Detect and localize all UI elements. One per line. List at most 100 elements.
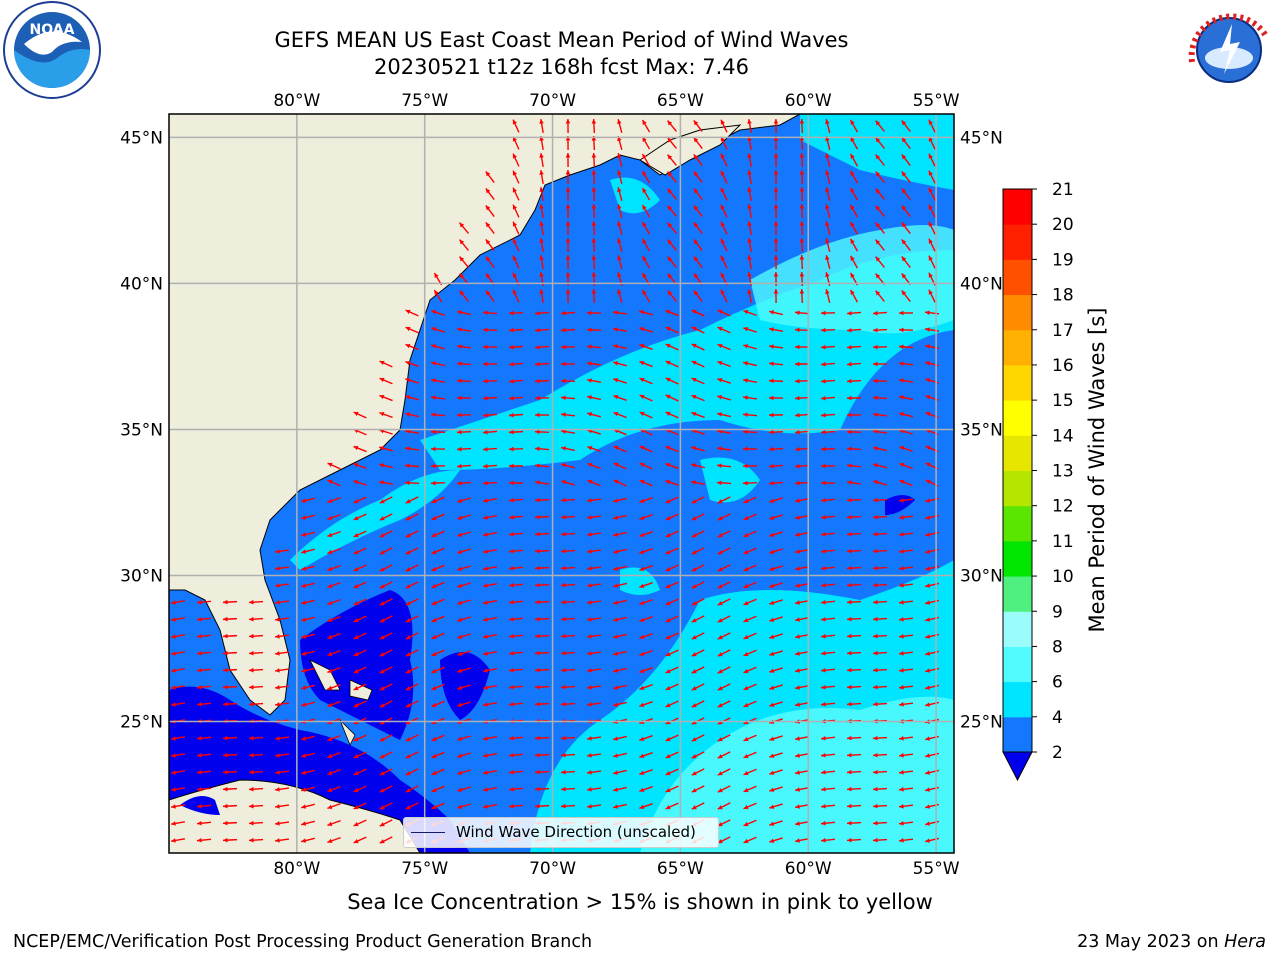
wind-arrow-head [795, 515, 800, 520]
wind-arrow-head [509, 327, 514, 333]
wind-arrow-head [197, 633, 202, 639]
wind-arrow-head [275, 702, 280, 707]
wind-arrow-head [847, 735, 852, 741]
wind-arrow-head [223, 650, 228, 656]
wind-arrow-head [925, 361, 931, 366]
wind-arrow-head [561, 803, 566, 809]
wind-arrow-head [769, 515, 775, 520]
wind-arrow-head [667, 188, 673, 194]
wind-arrow-head [795, 480, 800, 486]
wind-arrow-head [327, 753, 333, 758]
wind-arrow-head [743, 480, 748, 486]
wind-arrow-head [535, 497, 540, 503]
wind-arrow-head [693, 256, 699, 262]
wind-arrow-head [457, 685, 463, 690]
wind-arrow-head [223, 735, 228, 741]
wind-arrow-head [795, 412, 800, 418]
lat-label-left: 40°N [120, 274, 163, 294]
wind-arrow-head [405, 499, 411, 504]
lat-label-left: 35°N [120, 420, 163, 440]
wind-arrow-head [743, 532, 749, 538]
wind-arrow-head [773, 272, 779, 277]
period-field [169, 114, 954, 853]
wind-arrow-head [379, 584, 385, 589]
wind-arrow-head [509, 565, 514, 571]
wind-arrow-head [875, 239, 881, 245]
wind-arrow-head [899, 600, 904, 605]
wind-arrow-head [665, 634, 671, 640]
wind-arrow-head [587, 651, 592, 656]
wind-arrow-head [850, 187, 855, 193]
wind-arrow-head [561, 497, 566, 503]
wind-arrow-head [197, 616, 202, 622]
wind-arrow-head [821, 480, 826, 486]
wind-arrow-head [509, 752, 514, 758]
wind-arrow-head [483, 736, 488, 741]
wind-arrow-head [561, 446, 566, 451]
colorbar-segment [1003, 259, 1032, 296]
wind-arrow-head [847, 769, 852, 775]
wind-arrow-head [171, 668, 176, 673]
colorbar-segment [1003, 329, 1032, 366]
wind-arrow-head [587, 787, 592, 792]
lat-label-right: 30°N [960, 567, 1003, 587]
wind-arrow-head [642, 170, 647, 176]
lat-label-left: 30°N [120, 567, 163, 587]
wind-arrow-head [667, 222, 673, 228]
legend-line-swatch [411, 832, 445, 833]
wind-arrow-head [773, 221, 779, 226]
wind-arrow-head [667, 154, 673, 160]
wind-arrow-head [379, 601, 385, 606]
wind-arrow-head [873, 463, 879, 468]
wind-arrow-head [769, 651, 775, 656]
wind-arrow-head [223, 803, 228, 809]
wind-arrow-head [512, 221, 518, 227]
wind-arrow-head [795, 429, 800, 435]
wind-arrow-head [223, 701, 228, 707]
colorbar-tick-label: 11 [1052, 532, 1074, 552]
wind-arrow-head [873, 599, 878, 605]
wind-arrow-head [591, 221, 597, 226]
wind-arrow-head [925, 378, 931, 383]
wind-arrow-head [873, 701, 878, 707]
wind-arrow-head [509, 531, 514, 537]
wind-arrow-head [512, 238, 518, 244]
wind-arrow-head [587, 498, 592, 503]
wind-arrow-head [665, 753, 671, 759]
wind-arrow-head [591, 187, 597, 192]
nws-logo-icon [1183, 4, 1275, 96]
wind-arrow-head [691, 377, 697, 383]
wind-arrow-head [773, 255, 779, 260]
wind-arrow-head [665, 736, 671, 742]
wind-arrow-head [613, 344, 619, 349]
wind-arrow-head [561, 735, 566, 741]
wind-arrow-head [353, 411, 359, 417]
wind-arrow-head [301, 600, 307, 605]
wind-arrow-head [171, 651, 176, 656]
wind-arrow-head [561, 344, 566, 350]
wind-arrow-head [485, 205, 491, 211]
colorbar-tick-label: 10 [1052, 567, 1074, 587]
wind-arrow-head [483, 310, 488, 316]
colorbar-tick-label: 13 [1052, 462, 1074, 482]
wind-arrow-head [405, 669, 411, 674]
wind-arrow-head [720, 221, 725, 227]
wind-arrow-head [743, 736, 749, 742]
wind-arrow-head [717, 516, 723, 521]
wind-arrow-head [665, 360, 671, 365]
wind-arrow-head [353, 821, 359, 827]
wind-arrow-head [639, 600, 645, 605]
wind-arrow-head [743, 821, 749, 827]
wind-arrow-head [691, 669, 697, 674]
wind-arrow-head [639, 411, 645, 417]
wind-arrow-head [873, 429, 878, 434]
wind-arrow-head [873, 531, 878, 537]
wind-arrow-head [743, 634, 749, 640]
wind-arrow-head [405, 429, 410, 434]
wind-arrow-head [743, 549, 749, 555]
wind-arrow-head [743, 804, 749, 810]
wind-arrow-head [485, 273, 491, 279]
wind-arrow-head [717, 567, 723, 572]
wind-arrow-head [717, 771, 723, 776]
wind-arrow-head [535, 633, 540, 639]
